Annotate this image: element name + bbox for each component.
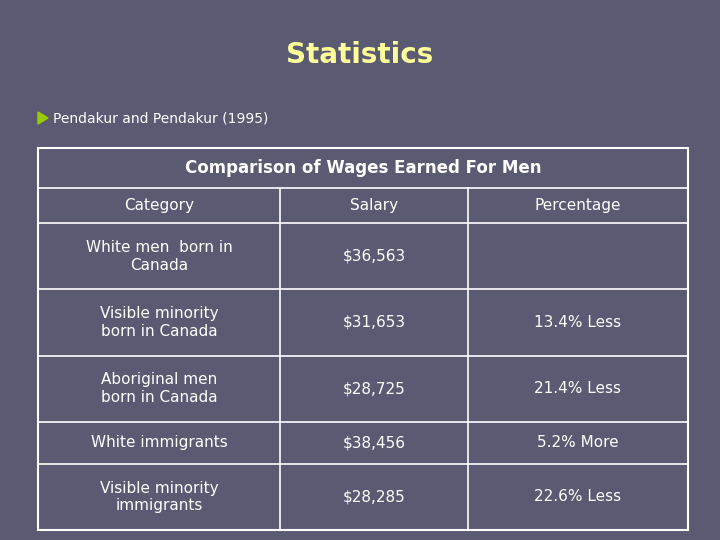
Text: 13.4% Less: 13.4% Less — [534, 315, 621, 330]
Text: Category: Category — [124, 198, 194, 213]
Text: 5.2% More: 5.2% More — [537, 435, 618, 450]
Text: $31,653: $31,653 — [343, 315, 405, 330]
Text: Visible minority
immigrants: Visible minority immigrants — [99, 481, 218, 513]
Text: $38,456: $38,456 — [343, 435, 405, 450]
Text: Pendakur and Pendakur (1995): Pendakur and Pendakur (1995) — [53, 111, 269, 125]
Text: $28,725: $28,725 — [343, 381, 405, 396]
Text: Statistics: Statistics — [287, 41, 433, 69]
Text: Aboriginal men
born in Canada: Aboriginal men born in Canada — [101, 373, 217, 405]
Text: 22.6% Less: 22.6% Less — [534, 489, 621, 504]
Text: Percentage: Percentage — [535, 198, 621, 213]
Bar — [38, 148, 688, 530]
Text: Comparison of Wages Earned For Men: Comparison of Wages Earned For Men — [185, 159, 541, 177]
Polygon shape — [38, 112, 48, 124]
Text: White men  born in
Canada: White men born in Canada — [86, 240, 233, 273]
Text: 21.4% Less: 21.4% Less — [534, 381, 621, 396]
Text: White immigrants: White immigrants — [91, 435, 228, 450]
Text: $28,285: $28,285 — [343, 489, 405, 504]
Text: $36,563: $36,563 — [343, 249, 405, 264]
Text: Visible minority
born in Canada: Visible minority born in Canada — [99, 306, 218, 339]
Text: Salary: Salary — [350, 198, 398, 213]
